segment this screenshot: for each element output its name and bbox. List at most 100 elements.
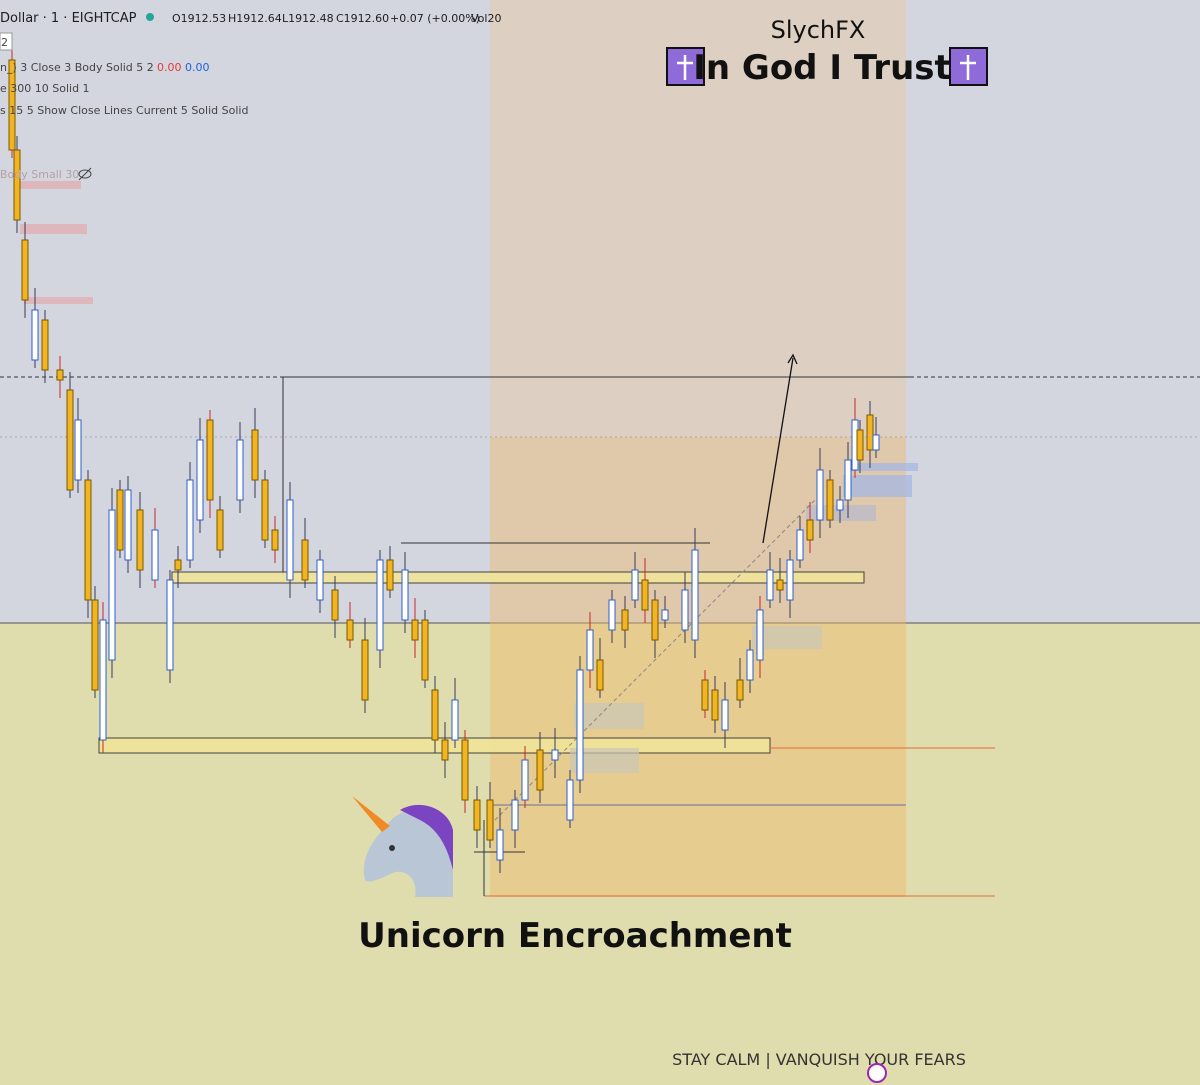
- fvg-box: [843, 475, 912, 497]
- candle-body: [511, 799, 519, 831]
- candle-body: [806, 519, 814, 541]
- candle-body: [13, 149, 21, 221]
- candle-body: [551, 749, 559, 761]
- candle-body: [401, 569, 409, 621]
- logo-icon[interactable]: [867, 1063, 887, 1083]
- candle-body: [99, 619, 107, 741]
- candle-body: [124, 489, 132, 561]
- caption: Unicorn Encroachment: [358, 916, 792, 956]
- candle-body: [421, 619, 429, 681]
- candle-body: [286, 499, 294, 581]
- candle-body: [681, 589, 689, 631]
- candle-body: [236, 439, 244, 501]
- candle-body: [8, 59, 16, 151]
- badge-box[interactable]: [0, 32, 13, 51]
- fvg-box: [850, 463, 918, 471]
- candle-body: [56, 369, 64, 381]
- indicator-line: e 300 10 Solid 1: [0, 82, 90, 95]
- candle-body: [746, 649, 754, 681]
- cross: [960, 55, 976, 80]
- candle-body: [621, 609, 629, 631]
- candle-body: [496, 829, 504, 861]
- candle-body: [756, 609, 764, 661]
- hide-icon[interactable]: [78, 167, 92, 181]
- candle-body: [576, 669, 584, 781]
- candle-body: [84, 479, 92, 601]
- candle-body: [596, 659, 604, 691]
- candle-body: [844, 459, 852, 501]
- candle-body: [346, 619, 354, 641]
- unicorn: [352, 796, 453, 897]
- candle-body: [566, 779, 574, 821]
- candle-body: [796, 529, 804, 561]
- candle-body: [41, 319, 49, 371]
- candle-body: [826, 479, 834, 521]
- indicator-value: 0.00: [185, 61, 210, 74]
- candle-body: [108, 509, 116, 661]
- candle-body: [736, 679, 744, 701]
- candle-body: [661, 609, 669, 621]
- change: +0.07 (+0.00%): [390, 12, 480, 25]
- candle-body: [166, 579, 174, 671]
- candle-body: [331, 589, 339, 621]
- arrow-head: [787, 353, 798, 365]
- candle-body: [136, 509, 144, 571]
- candle-body: [196, 439, 204, 521]
- candle-body: [91, 599, 99, 691]
- candle-body: [151, 529, 159, 581]
- cross: [677, 55, 693, 80]
- indicator-line: s 15 5 Show Close Lines Current 5 Solid …: [0, 104, 248, 117]
- brand: SlychFX: [771, 16, 866, 44]
- candle-body: [856, 429, 864, 461]
- candle-body: [691, 549, 699, 641]
- indicator-line: n_) 3 Close 3 Body Solid 5 2: [0, 61, 154, 74]
- candle-body: [441, 739, 449, 761]
- candle-body: [301, 539, 309, 581]
- candle-body: [206, 419, 214, 501]
- candle-body: [431, 689, 439, 741]
- motto: In God I Trust: [693, 48, 951, 88]
- candle-body: [31, 309, 39, 361]
- candle-body: [766, 569, 774, 601]
- hidden-indicator: Body Small 30: [0, 168, 79, 181]
- target-arrow: [762, 357, 794, 544]
- candle-body: [872, 434, 880, 451]
- ohlc-close: C1912.60: [336, 12, 389, 25]
- zone-box: [171, 571, 865, 584]
- fvg-box: [752, 626, 822, 649]
- candle-body: [461, 739, 469, 801]
- candle-body: [651, 599, 659, 641]
- candle-body: [701, 679, 709, 711]
- candle-body: [776, 579, 784, 591]
- candle-body: [261, 479, 269, 541]
- candle-body: [521, 759, 529, 801]
- candle-body: [451, 699, 459, 741]
- candle-body: [251, 429, 259, 481]
- ohlc-high: H1912.64: [228, 12, 282, 25]
- candle-body: [361, 639, 369, 701]
- candle-body: [786, 559, 794, 601]
- candle-body: [866, 414, 874, 451]
- ohlc-low: L1912.48: [282, 12, 334, 25]
- candle-body: [836, 499, 844, 511]
- candle-body: [486, 799, 494, 841]
- candle-body: [536, 749, 544, 791]
- footer: STAY CALM | VANQUISH YOUR FEARS: [672, 1050, 966, 1069]
- candle-body: [216, 509, 224, 551]
- candle-body: [316, 559, 324, 601]
- candle-body: [608, 599, 616, 631]
- candles: [8, 50, 880, 873]
- candle-body: [66, 389, 74, 491]
- candle-body: [271, 529, 279, 551]
- candle-body: [586, 629, 594, 671]
- ob-box: [20, 224, 87, 234]
- candle-body: [721, 699, 729, 731]
- candle-body: [816, 469, 824, 521]
- candle-body: [74, 419, 82, 481]
- indicator-value: 0.00: [157, 61, 182, 74]
- volume: Vol20: [471, 12, 501, 25]
- lower-zone: [0, 623, 1200, 1085]
- candle-body: [376, 559, 384, 651]
- candle-body: [116, 489, 124, 551]
